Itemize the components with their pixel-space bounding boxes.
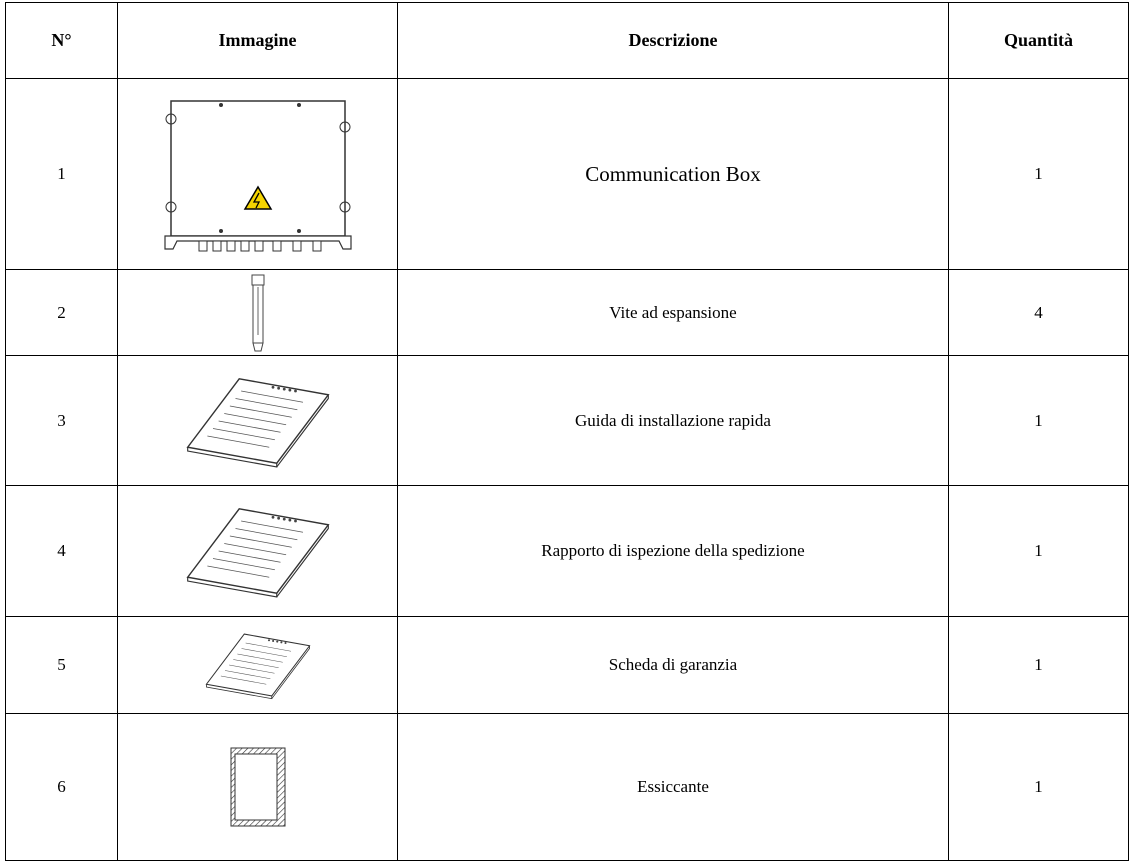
quantity: 1 <box>948 78 1129 270</box>
row: 3 Guida di installazione rapida 1 <box>5 355 1129 486</box>
image-cell <box>117 269 398 356</box>
description: Scheda di garanzia <box>397 616 949 714</box>
warranty-icon <box>203 627 313 703</box>
number: 4 <box>5 485 118 617</box>
image-cell <box>117 485 398 617</box>
desiccant-icon <box>230 747 285 827</box>
header-cell: Descrizione <box>397 2 949 79</box>
row: 4 Rapporto di ispezione della spedizione… <box>5 485 1129 617</box>
number: 2 <box>5 269 118 356</box>
quantity: 1 <box>948 616 1129 714</box>
header-cell: Quantità <box>948 2 1129 79</box>
header-cell: N° <box>5 2 118 79</box>
number: 6 <box>5 713 118 861</box>
number: 3 <box>5 355 118 486</box>
description: Vite ad espansione <box>397 269 949 356</box>
description: Essiccante <box>397 713 949 861</box>
image-cell <box>117 616 398 714</box>
description: Rapporto di ispezione della spedizione <box>397 485 949 617</box>
row: 6 Essiccante 1 <box>5 713 1129 861</box>
quantity: 1 <box>948 713 1129 861</box>
description: Communication Box <box>397 78 949 270</box>
row: 5 Scheda di garanzia 1 <box>5 616 1129 714</box>
image-cell <box>117 355 398 486</box>
screw-icon <box>251 274 264 351</box>
package-table: N° Immagine Descrizione Quantità 1 Commu… <box>5 2 1129 861</box>
image-cell <box>117 713 398 861</box>
quantity: 1 <box>948 485 1129 617</box>
quantity: 1 <box>948 355 1129 486</box>
report-icon <box>183 501 333 601</box>
row: 2 Vite ad espansione 4 <box>5 269 1129 356</box>
number: 5 <box>5 616 118 714</box>
header-row: N° Immagine Descrizione Quantità <box>5 2 1129 79</box>
header-cell: Immagine <box>117 2 398 79</box>
number: 1 <box>5 78 118 270</box>
communication-box-icon <box>163 100 352 252</box>
description: Guida di installazione rapida <box>397 355 949 486</box>
row: 1 Communication Box 1 <box>5 78 1129 270</box>
manual-icon <box>183 371 333 471</box>
image-cell <box>117 78 398 270</box>
quantity: 4 <box>948 269 1129 356</box>
